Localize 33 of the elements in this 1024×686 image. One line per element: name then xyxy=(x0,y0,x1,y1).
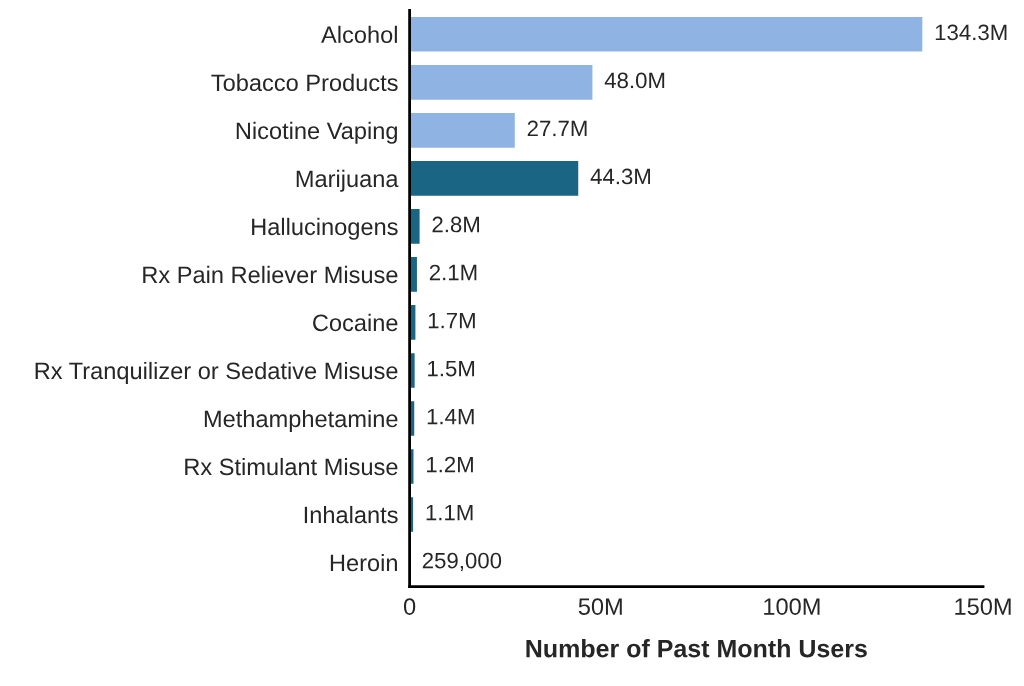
x-tick-label: 150M xyxy=(955,598,1011,615)
data-label: 27.7M xyxy=(527,120,587,137)
data-label: 44.3M xyxy=(590,168,651,185)
x-axis-title: Number of Past Month Users xyxy=(526,639,867,658)
y-tick-label: Marijuana xyxy=(296,169,399,192)
data-label: 1.4M xyxy=(427,408,474,425)
y-tick-label: Rx Tranquilizer or Sedative Misuse xyxy=(35,361,398,384)
data-label: 1.2M xyxy=(426,456,473,473)
y-tick-label: Rx Stimulant Misuse xyxy=(185,457,398,476)
y-tick-label: Hallucinogens xyxy=(252,217,398,240)
data-label: 1.1M xyxy=(426,504,473,521)
y-tick-label: Tobacco Products xyxy=(211,73,398,92)
data-label: 1.7M xyxy=(428,312,475,329)
y-tick-label: Nicotine Vaping xyxy=(236,121,397,144)
data-label: 259,000 xyxy=(422,552,502,572)
y-tick-label: Inhalants xyxy=(304,505,398,524)
bar xyxy=(409,159,580,198)
data-label: 2.1M xyxy=(429,264,477,281)
data-label: 1.5M xyxy=(428,360,475,377)
y-tick-label: Cocaine xyxy=(313,313,398,332)
x-tick-label: 100M xyxy=(764,598,820,615)
bar xyxy=(409,111,517,150)
bar xyxy=(409,15,924,54)
y-tick-label: Methamphetamine xyxy=(204,409,398,432)
x-tick-label: 0 xyxy=(403,598,416,615)
y-tick-label: Alcohol xyxy=(321,25,397,44)
bar xyxy=(409,63,594,102)
y-tick-label: Heroin xyxy=(330,553,397,572)
x-tick-label: 50M xyxy=(578,598,622,615)
data-label: 134.3M xyxy=(935,24,1007,41)
y-tick-label: Rx Pain Reliever Misuse xyxy=(143,265,398,284)
data-label: 2.8M xyxy=(432,216,479,233)
data-label: 48.0M xyxy=(604,72,665,89)
